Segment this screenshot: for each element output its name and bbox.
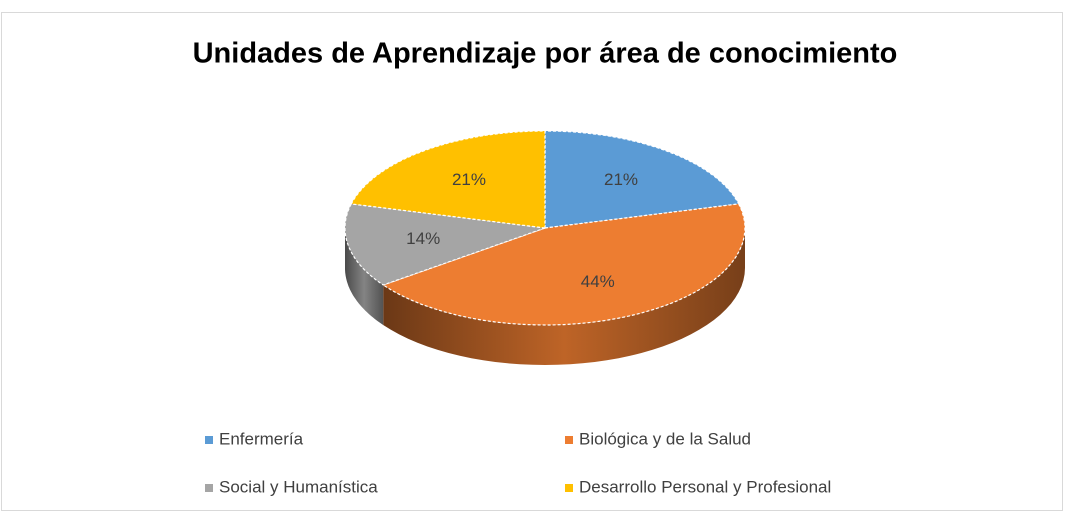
legend-label: Enfermería	[219, 429, 304, 448]
legend-swatch	[205, 484, 213, 492]
legend-label: Desarrollo Personal y Profesional	[579, 477, 831, 496]
data-label: 21%	[604, 170, 638, 189]
pie-slice	[344, 203, 546, 286]
legend-label: Biológica y de la Salud	[579, 429, 751, 448]
legend-swatch	[565, 436, 573, 444]
legend-swatch	[565, 484, 573, 492]
chart-title: Unidades de Aprendizaje por área de cono…	[193, 38, 898, 70]
data-label: 21%	[452, 170, 486, 189]
slice-side	[383, 228, 745, 365]
pie-slice	[381, 203, 746, 326]
pie-slice	[544, 130, 740, 229]
data-label: 44%	[581, 272, 615, 291]
legend-label: Social y Humanística	[219, 477, 378, 496]
legend-swatch	[205, 436, 213, 444]
pie-slice	[350, 130, 546, 229]
data-label: 14%	[406, 229, 440, 248]
slice-side	[345, 228, 384, 325]
